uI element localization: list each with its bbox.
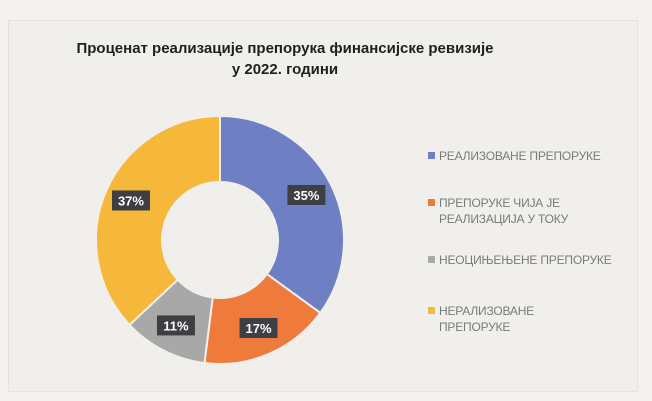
data-label-box [111,190,150,211]
data-label-text: 35% [293,188,319,203]
data-label-text: 17% [246,321,272,336]
chart-title: Проценат реализације препорука финансијс… [70,38,500,80]
data-label: 35% [287,184,326,205]
legend-label: НЕРАЛИЗОВАНЕ ПРЕПОРУКЕ [439,304,534,334]
slice-realized [219,114,345,315]
data-label-text: 11% [163,318,189,333]
data-label-box [156,315,195,336]
data-label-text: 37% [118,193,144,208]
data-label: 11% [156,315,195,336]
slice-unrealized [95,114,221,327]
legend-item-unrealized: НЕРАЛИЗОВАНЕ ПРЕПОРУКЕ [428,303,578,335]
legend-label: ПРЕПОРУКЕ ЧИЈА ЈЕ РЕАЛИЗАЦИЈА У ТОКУ [439,196,569,226]
legend-item-realized: РЕАЛИЗОВАНЕ ПРЕПОРУКЕ [428,148,601,164]
legend-label: РЕАЛИЗОВАНЕ ПРЕПОРУКЕ [439,149,601,163]
legend-swatch [428,152,435,159]
legend-swatch [428,199,435,206]
data-label: 37% [111,190,150,211]
data-label-box [239,318,278,339]
chart-title-line-1: Проценат реализације препорука финансијс… [76,40,494,57]
chart-title-line-2: у 2022. години [231,61,339,78]
legend-label: НЕОЦИЊЕЊЕНЕ ПРЕПОРУКЕ [439,253,612,267]
legend-swatch [428,256,435,263]
legend-item-unrated: НЕОЦИЊЕЊЕНЕ ПРЕПОРУКЕ [428,252,612,268]
legend-swatch [428,307,435,314]
data-label: 17% [239,318,278,339]
legend-item-in-progress: ПРЕПОРУКЕ ЧИЈА ЈЕ РЕАЛИЗАЦИЈА У ТОКУ [428,195,603,227]
data-label-box [287,184,326,205]
